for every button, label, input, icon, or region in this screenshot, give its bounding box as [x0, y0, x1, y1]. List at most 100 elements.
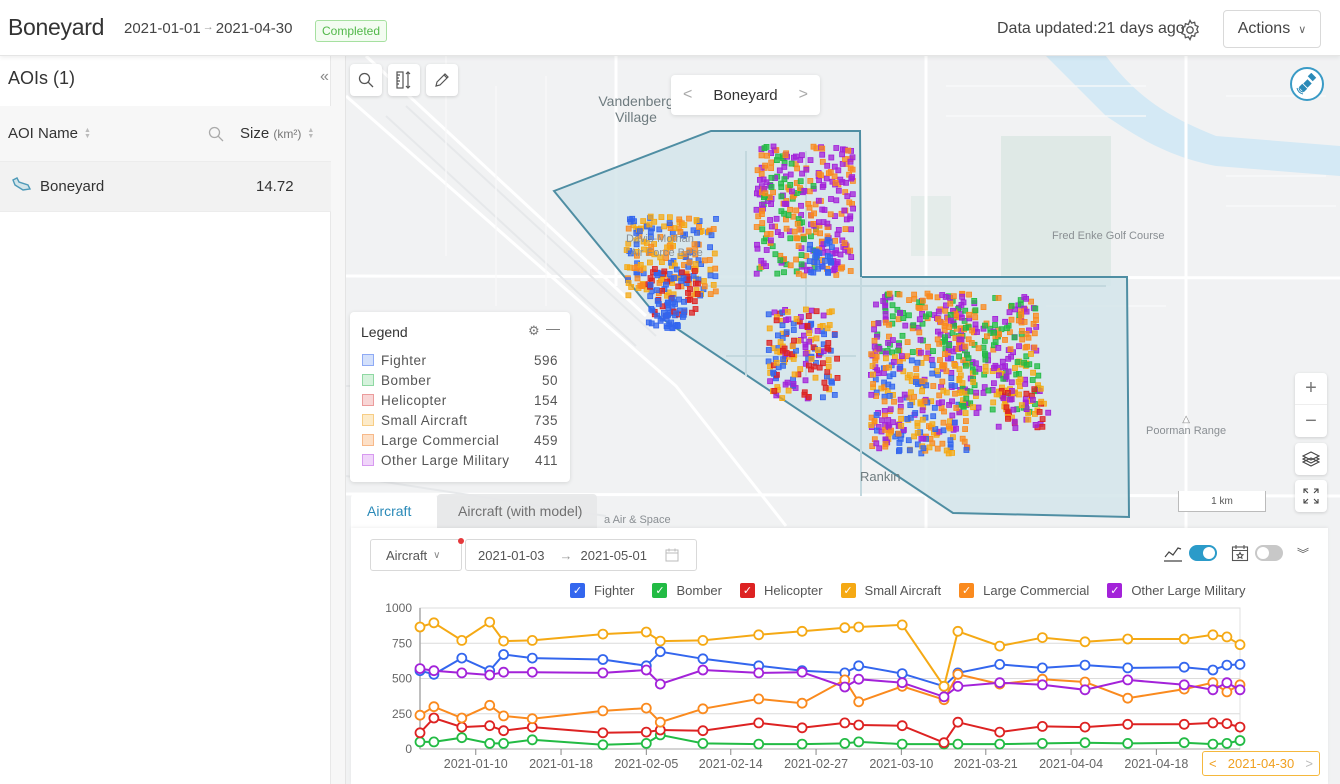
legend-minimize-icon[interactable]: —: [546, 320, 560, 336]
aircraft-marker: [691, 241, 698, 248]
data-point: [994, 659, 1006, 670]
aircraft-marker: [875, 370, 881, 377]
chart-legend-item[interactable]: ✓ Large Commercial: [959, 583, 1089, 598]
column-size[interactable]: Size (km²) ▲ ▼: [240, 125, 314, 142]
legend-settings-icon[interactable]: ⚙: [528, 323, 540, 338]
aircraft-marker: [848, 254, 855, 261]
park-area: [911, 196, 951, 256]
zoom-out-button[interactable]: −: [1305, 409, 1317, 432]
aircraft-marker: [812, 201, 819, 208]
satellite-icon: [1296, 73, 1317, 95]
column-aoi-name[interactable]: AOI Name ▲ ▼: [8, 125, 91, 142]
checkbox-checked-icon[interactable]: ✓: [652, 583, 668, 598]
data-point: [853, 696, 865, 708]
collapse-sidebar-icon[interactable]: «: [320, 68, 329, 85]
data-point: [839, 622, 851, 634]
aircraft-marker: [972, 307, 979, 314]
sort-icon[interactable]: ▲ ▼: [84, 126, 91, 140]
aircraft-marker: [972, 314, 979, 321]
aircraft-marker: [923, 382, 930, 389]
aircraft-marker: [842, 156, 848, 162]
tab-aircraft-with-model[interactable]: Aircraft (with model): [437, 494, 597, 528]
checkbox-checked-icon[interactable]: ✓: [740, 583, 755, 598]
aircraft-marker: [956, 366, 963, 373]
aircraft-marker: [946, 324, 953, 331]
settings-gear-icon[interactable]: [1178, 18, 1202, 42]
legend-swatch: [362, 414, 374, 426]
data-updated-text: Data updated:21 days ago: [997, 20, 1185, 37]
date-range-picker[interactable]: 2021-01-03 → 2021-05-01: [465, 539, 697, 571]
data-point: [597, 739, 609, 751]
checkbox-checked-icon[interactable]: ✓: [1107, 583, 1123, 598]
sidebar-resize-handle[interactable]: [331, 56, 346, 784]
legend-item[interactable]: Large Commercial 459: [362, 430, 558, 450]
fullscreen-button[interactable]: [1295, 480, 1327, 512]
search-icon[interactable]: [208, 126, 224, 142]
sort-icon[interactable]: ▲ ▼: [307, 126, 315, 140]
data-point: [1122, 674, 1134, 686]
chart-legend-item[interactable]: ✓ Small Aircraft: [840, 583, 941, 598]
x-tick-label: 2021-04-18: [1124, 757, 1188, 771]
legend-item[interactable]: Small Aircraft 735: [362, 410, 558, 430]
actions-button[interactable]: Actions ∨: [1223, 10, 1321, 48]
chart-legend-item[interactable]: ✓ Other Large Military: [1107, 583, 1245, 598]
legend-item[interactable]: Bomber 50: [362, 370, 558, 390]
legend-item[interactable]: Fighter 596: [362, 350, 558, 370]
draw-button[interactable]: [426, 64, 458, 96]
aircraft-marker: [828, 154, 835, 161]
aircraft-marker: [634, 275, 641, 282]
zoom-in-button[interactable]: +: [1295, 373, 1327, 405]
aircraft-type-select[interactable]: Aircraft ∨: [370, 539, 462, 571]
chart-legend-item[interactable]: ✓ Helicopter: [740, 583, 823, 598]
expand-chevron-icon[interactable]: ︾: [1297, 546, 1310, 561]
arrow-icon: →: [559, 547, 573, 563]
checkbox-checked-icon[interactable]: ✓: [959, 583, 975, 598]
legend-item[interactable]: Helicopter 154: [362, 390, 558, 410]
aircraft-marker: [841, 207, 848, 214]
map-search-button[interactable]: [350, 64, 382, 96]
prev-date-button[interactable]: <: [1209, 756, 1217, 771]
checkbox-checked-icon[interactable]: ✓: [570, 583, 585, 598]
aircraft-marker: [819, 394, 826, 401]
aircraft-marker: [1011, 334, 1018, 341]
satellite-button[interactable]: [1290, 67, 1324, 101]
aoi-list-item[interactable]: Boneyard 14.72: [0, 162, 331, 212]
checkbox-checked-icon[interactable]: ✓: [840, 583, 856, 598]
aircraft-marker: [805, 313, 812, 319]
aircraft-marker: [665, 305, 672, 311]
tab-aircraft[interactable]: Aircraft: [351, 494, 437, 528]
aircraft-marker: [657, 317, 664, 324]
aircraft-marker: [1007, 396, 1013, 403]
aircraft-marker: [1032, 410, 1038, 417]
data-point: [1207, 738, 1219, 750]
next-aoi-button[interactable]: >: [798, 86, 808, 103]
aircraft-marker: [946, 401, 952, 408]
aircraft-marker: [963, 418, 969, 425]
aircraft-marker: [926, 444, 933, 451]
next-date-button[interactable]: >: [1305, 756, 1313, 771]
calendar-toggle[interactable]: [1255, 545, 1283, 561]
aircraft-marker: [921, 398, 928, 405]
aircraft-marker: [828, 378, 835, 385]
aircraft-marker: [712, 288, 719, 295]
aircraft-marker: [676, 216, 683, 223]
aircraft-marker: [883, 355, 889, 362]
chart-legend-item[interactable]: ✓ Fighter: [570, 583, 634, 598]
aircraft-marker: [648, 305, 655, 312]
measure-button[interactable]: [388, 64, 420, 96]
prev-aoi-button[interactable]: <: [683, 86, 693, 103]
line-chart: 0 250 500 750 1000 2021-01-10 2021-01-18 2021-0…: [385, 601, 1246, 771]
aircraft-marker: [821, 331, 828, 338]
aircraft-marker: [797, 178, 804, 185]
legend-item[interactable]: Other Large Military 411: [362, 450, 558, 470]
aircraft-marker: [896, 448, 902, 455]
line-chart-toggle[interactable]: [1189, 545, 1217, 561]
aircraft-marker: [779, 395, 786, 402]
chart-legend-item[interactable]: ✓ Bomber: [652, 583, 722, 598]
aircraft-marker: [948, 369, 955, 376]
aircraft-marker: [767, 237, 774, 244]
aircraft-marker: [627, 218, 634, 225]
aircraft-marker: [807, 233, 814, 240]
layers-button[interactable]: [1295, 443, 1327, 475]
aircraft-marker: [882, 441, 889, 448]
